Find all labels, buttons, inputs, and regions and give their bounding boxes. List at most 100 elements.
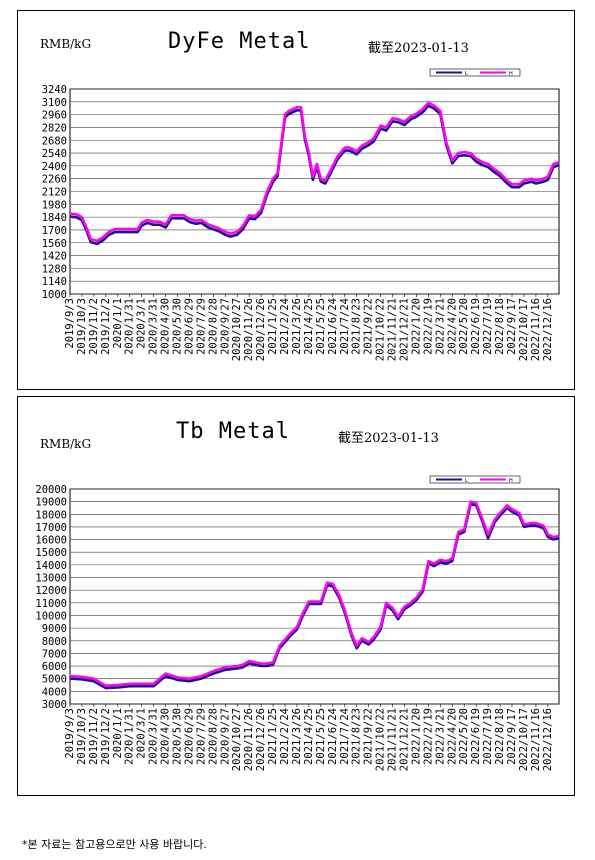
x-tick-label: 2021/8/23 [351, 708, 363, 765]
x-tick-label: 2021/7/24 [339, 298, 351, 355]
x-tick-label: 2021/6/24 [327, 708, 339, 765]
y-tick-label: 15000 [35, 547, 67, 559]
x-tick-label: 2022/9/17 [506, 298, 518, 355]
x-tick-label: 2020/10/27 [231, 298, 243, 361]
series-line-H [69, 500, 560, 688]
x-tick-label: 2021/8/23 [351, 298, 363, 355]
y-tick-label: 19000 [35, 497, 67, 509]
y-tick-label: 18000 [35, 509, 67, 521]
x-tick-label: 2020/7/29 [195, 298, 207, 355]
x-tick-label: 2020/11/26 [243, 298, 255, 361]
y-tick-label: 9000 [42, 623, 67, 635]
x-tick-label: 2022/1/20 [410, 298, 422, 355]
x-tick-label: 2021/11/21 [387, 298, 399, 361]
x-tick-label: 2020/8/28 [207, 298, 219, 355]
y-tick-label: 2540 [42, 148, 67, 160]
dyfe-line-chart: 1000114012801420156017001840198021202260… [42, 68, 560, 361]
y-tick-label: 17000 [35, 522, 67, 534]
x-tick-label: 2020/12/26 [255, 298, 267, 361]
x-tick-label: 2021/3/26 [291, 708, 303, 765]
x-tick-label: 2020/3/1 [136, 298, 148, 349]
y-tick-label: 1980 [42, 199, 67, 211]
x-tick-label: 2022/8/18 [494, 708, 506, 765]
x-tick-label: 2019/10/3 [76, 298, 88, 355]
x-tick-label: 2022/3/21 [434, 708, 446, 765]
legend-label-L: L [465, 478, 468, 484]
x-tick-label: 2022/7/19 [482, 708, 494, 765]
x-tick-label: 2020/4/30 [160, 708, 172, 765]
tb-date-note: 截至2023-01-13 [338, 431, 439, 446]
x-tick-label: 2021/12/21 [398, 708, 410, 771]
x-tick-label: 2020/1/31 [124, 708, 136, 765]
x-tick-label: 2021/9/22 [363, 298, 375, 355]
dyfe-date-note: 截至2023-01-13 [368, 41, 469, 56]
tb-chart-title: Tb Metal [176, 419, 290, 444]
x-tick-label: 2019/10/3 [76, 708, 88, 765]
series-line-L [69, 104, 560, 246]
x-tick-label: 2021/2/24 [279, 298, 291, 355]
tb-line-chart: 3000400050006000700080009000100001100012… [35, 475, 560, 771]
x-tick-label: 2020/11/26 [243, 708, 255, 771]
x-tick-label: 2022/10/17 [518, 708, 530, 771]
y-tick-label: 2260 [42, 174, 67, 186]
legend-box [429, 475, 521, 484]
y-tick-label: 2820 [42, 122, 67, 134]
x-tick-label: 2022/6/19 [470, 708, 482, 765]
y-tick-label: 1840 [42, 212, 67, 224]
tb-unit-label: RMB/kG [40, 437, 92, 451]
x-tick-label: 2020/3/1 [136, 708, 148, 759]
x-tick-label: 2020/9/27 [219, 708, 231, 765]
y-tick-label: 1560 [42, 238, 67, 250]
x-tick-label: 2019/11/2 [88, 708, 100, 765]
y-tick-label: 2680 [42, 135, 67, 147]
x-tick-label: 2020/6/29 [183, 298, 195, 355]
x-tick-label: 2020/3/31 [148, 298, 160, 355]
x-tick-label: 2020/12/26 [255, 708, 267, 771]
y-tick-label: 11000 [35, 598, 67, 610]
x-tick-label: 2022/9/17 [506, 708, 518, 765]
x-tick-label: 2022/11/16 [530, 298, 542, 361]
dyfe-chart-panel: RMB/kG DyFe Metal 截至2023-01-13 1000 1140 1… [17, 10, 575, 390]
x-tick-label: 2022/2/19 [422, 298, 434, 355]
series-line-H [69, 101, 560, 243]
y-tick-label: 3240 [42, 84, 67, 96]
x-tick-label: 2019/11/2 [88, 298, 100, 355]
y-tick-label: 1000 [42, 289, 67, 301]
dyfe-unit-label: RMB/kG [40, 37, 92, 51]
x-tick-label: 2022/10/17 [518, 298, 530, 361]
x-tick-label: 2019/12/2 [100, 708, 112, 765]
x-tick-label: 2020/5/30 [172, 298, 184, 355]
tb-chart-panel: RMB/kG Tb Metal 截至2023-01-13 3000 4000 500… [17, 396, 575, 796]
x-tick-label: 2022/12/16 [542, 298, 554, 361]
y-tick-label: 3000 [42, 699, 67, 711]
y-tick-label: 14000 [35, 560, 67, 572]
y-tick-label: 1140 [42, 276, 67, 288]
x-tick-label: 2020/7/29 [195, 708, 207, 765]
legend-label-H: H [509, 478, 513, 484]
y-tick-label: 5000 [42, 674, 67, 686]
x-tick-label: 2020/1/1 [112, 298, 124, 349]
x-tick-label: 2021/1/25 [267, 298, 279, 355]
x-tick-label: 2021/3/26 [291, 298, 303, 355]
y-tick-label: 1420 [42, 251, 67, 263]
y-tick-label: 10000 [35, 610, 67, 622]
x-tick-label: 2020/4/30 [160, 298, 172, 355]
x-tick-label: 2021/2/24 [279, 708, 291, 765]
x-tick-label: 2022/1/20 [410, 708, 422, 765]
x-tick-label: 2020/5/30 [172, 708, 184, 765]
x-tick-label: 2021/4/25 [303, 708, 315, 765]
x-tick-label: 2021/6/24 [327, 298, 339, 355]
y-tick-label: 13000 [35, 573, 67, 585]
x-tick-label: 2022/4/20 [446, 708, 458, 765]
x-tick-label: 2021/10/22 [375, 298, 387, 361]
x-tick-label: 2019/9/3 [64, 298, 76, 349]
x-tick-label: 2022/7/19 [482, 298, 494, 355]
x-tick-label: 2022/6/19 [470, 298, 482, 355]
y-tick-label: 3100 [42, 97, 67, 109]
x-tick-label: 2021/5/25 [315, 708, 327, 765]
x-tick-label: 2022/5/20 [458, 298, 470, 355]
x-tick-label: 2022/2/19 [422, 708, 434, 765]
x-tick-label: 2020/10/27 [231, 708, 243, 771]
